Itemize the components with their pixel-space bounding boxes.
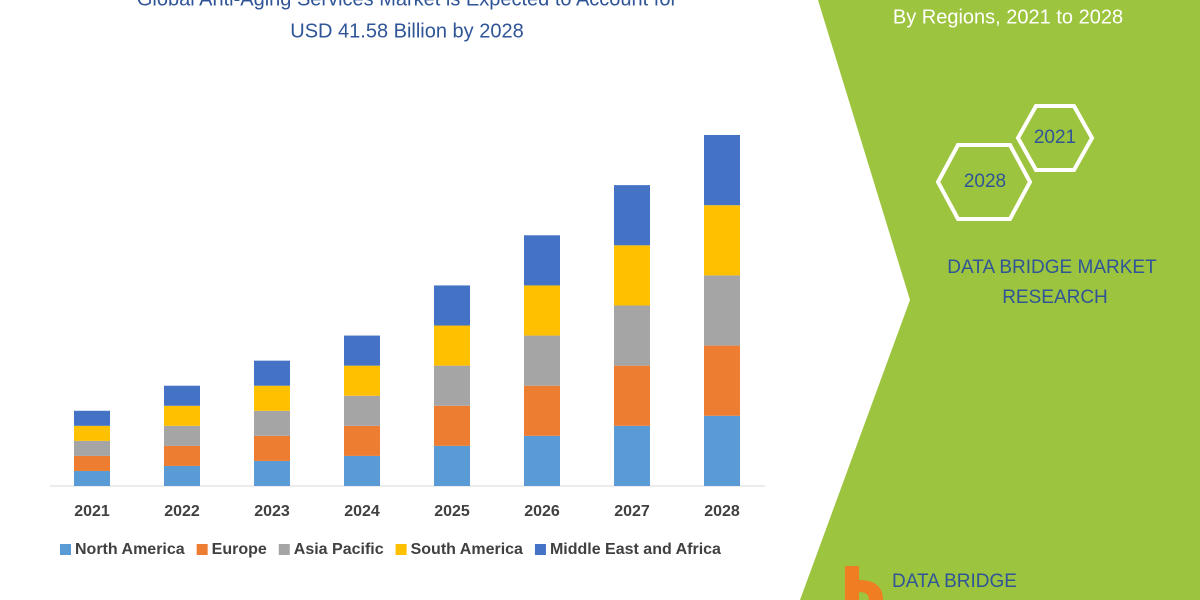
- bar-segment: [164, 425, 200, 446]
- legend-swatch: [395, 544, 407, 555]
- legend-swatch: [278, 544, 290, 555]
- x-tick-label: 2023: [254, 503, 290, 520]
- legend-label: Asia Pacific: [294, 541, 384, 558]
- x-tick-label: 2025: [434, 503, 470, 520]
- bar-segment: [524, 435, 560, 486]
- bar-segment: [614, 305, 650, 366]
- bar-segment: [344, 455, 380, 486]
- bar-segment: [704, 415, 740, 486]
- bar-segment: [434, 365, 470, 406]
- bar-segment: [254, 410, 290, 436]
- legend-swatch: [534, 544, 546, 555]
- x-tick-label: 2028: [704, 503, 740, 520]
- bar-segment: [524, 285, 560, 336]
- bar-segment: [254, 360, 290, 386]
- hexagon: [1015, 104, 1095, 172]
- bar-segment: [74, 455, 110, 471]
- legend-label: South America: [411, 541, 523, 558]
- legend-swatch: [60, 544, 71, 555]
- x-tick-label: 2022: [164, 503, 200, 520]
- chart-title: USD 41.58 Billion by 2028: [290, 20, 523, 42]
- bar-segment: [434, 325, 470, 366]
- bar-segment: [434, 285, 470, 326]
- brand-text: RESEARCH: [1002, 287, 1108, 308]
- bar-segment: [344, 395, 380, 426]
- bar-segment: [614, 365, 650, 426]
- x-tick-label: 2027: [614, 503, 650, 520]
- bar-segment: [74, 410, 110, 426]
- bar-segment: [434, 445, 470, 486]
- bar-segment: [254, 385, 290, 411]
- bar-segment: [614, 245, 650, 306]
- hex-label: 2028: [964, 171, 1006, 192]
- bar-segment: [704, 135, 740, 206]
- bar-segment: [524, 335, 560, 386]
- brand-text: DATA BRIDGE MARKET: [947, 257, 1157, 278]
- bar-segment: [344, 335, 380, 366]
- legend-label: Europe: [212, 541, 267, 558]
- logo-text: DATA BRIDGE: [892, 571, 1017, 592]
- bar-segment: [164, 465, 200, 486]
- hexagon: [935, 143, 1033, 221]
- legend-label: North America: [75, 541, 185, 558]
- bar-segment: [254, 435, 290, 461]
- logo-icon: [845, 566, 883, 600]
- legend-label: Middle East and Africa: [550, 541, 721, 558]
- bar-segment: [344, 365, 380, 396]
- bar-segment: [704, 205, 740, 276]
- bar-segment: [74, 470, 110, 486]
- bar-segment: [524, 385, 560, 436]
- bar-segment: [164, 445, 200, 466]
- bar-segment: [434, 405, 470, 446]
- x-tick-label: 2024: [344, 503, 380, 520]
- bar-segment: [164, 385, 200, 406]
- bar-segment: [74, 440, 110, 456]
- x-tick-label: 2021: [74, 503, 110, 520]
- legend-swatch: [196, 544, 208, 555]
- bar-segment: [704, 275, 740, 346]
- hex-label: 2021: [1034, 127, 1076, 148]
- bar-segment: [344, 425, 380, 456]
- bar-segment: [524, 235, 560, 286]
- bar-segment: [614, 425, 650, 486]
- chart-title: Global Anti-Aging Services Market is Exp…: [137, 0, 678, 10]
- x-tick-label: 2026: [524, 503, 560, 520]
- green-panel: [800, 0, 1200, 600]
- bar-segment: [164, 405, 200, 426]
- bar-segment: [254, 460, 290, 486]
- bar-segment: [704, 345, 740, 416]
- bar-segment: [74, 425, 110, 441]
- bar-segment: [614, 185, 650, 246]
- sidebar-subtitle: By Regions, 2021 to 2028: [893, 6, 1123, 28]
